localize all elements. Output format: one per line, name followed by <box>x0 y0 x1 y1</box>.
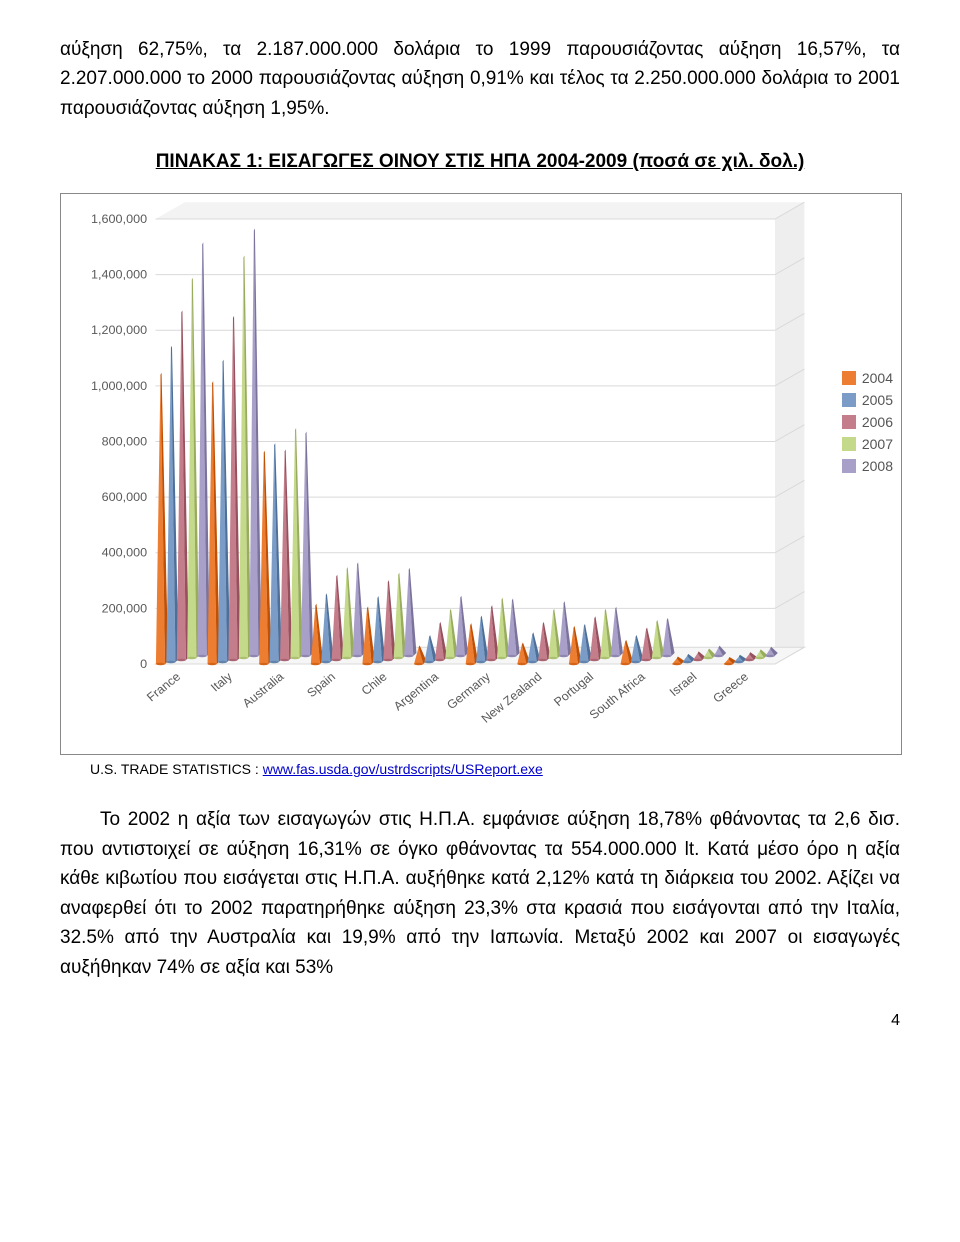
paragraph-2: Το 2002 η αξία των εισαγωγών στις Η.Π.Α.… <box>60 805 900 982</box>
legend-item: 2008 <box>842 458 893 474</box>
svg-text:Spain: Spain <box>304 670 338 700</box>
legend-label: 2005 <box>862 392 893 408</box>
source-prefix: U.S. TRADE STATISTICS : <box>90 761 263 777</box>
svg-text:Germany: Germany <box>444 670 494 713</box>
svg-text:800,000: 800,000 <box>102 435 148 449</box>
svg-text:Portugal: Portugal <box>551 670 596 709</box>
svg-text:400,000: 400,000 <box>102 546 148 560</box>
page-number: 4 <box>60 1012 900 1030</box>
chart-container: 0 200,000 400,000 600,000 800,000 1,000,000 1,… <box>60 193 902 755</box>
legend-label: 2006 <box>862 414 893 430</box>
svg-text:200,000: 200,000 <box>102 602 148 616</box>
legend-label: 2007 <box>862 436 893 452</box>
legend-item: 2004 <box>842 370 893 386</box>
svg-text:1,600,000: 1,600,000 <box>91 213 147 227</box>
legend-item: 2006 <box>842 414 893 430</box>
table-heading: ΠΙΝΑΚΑΣ 1: ΕΙΣΑΓΩΓΕΣ ΟΙΝΟΥ ΣΤΙΣ ΗΠΑ 2004… <box>60 151 900 173</box>
legend-item: 2005 <box>842 392 893 408</box>
svg-text:1,400,000: 1,400,000 <box>91 268 147 282</box>
svg-text:600,000: 600,000 <box>102 491 148 505</box>
legend-swatch <box>842 393 856 407</box>
svg-text:1,200,000: 1,200,000 <box>91 324 147 338</box>
chart-source: U.S. TRADE STATISTICS : www.fas.usda.gov… <box>90 761 900 777</box>
chart-svg: 0 200,000 400,000 600,000 800,000 1,000,000 1,… <box>61 194 901 754</box>
svg-text:Argentina: Argentina <box>391 670 442 714</box>
chart-legend: 2004 2005 2006 2007 2008 <box>842 364 893 480</box>
svg-text:South Africa: South Africa <box>587 670 648 722</box>
svg-text:0: 0 <box>140 658 147 672</box>
legend-swatch <box>842 371 856 385</box>
source-link[interactable]: www.fas.usda.gov/ustrdscripts/USReport.e… <box>263 761 543 777</box>
legend-swatch <box>842 459 856 473</box>
svg-text:Israel: Israel <box>667 670 700 699</box>
svg-text:Chile: Chile <box>359 670 390 698</box>
legend-label: 2008 <box>862 458 893 474</box>
svg-text:France: France <box>144 670 183 705</box>
svg-text:Italy: Italy <box>208 670 236 695</box>
legend-swatch <box>842 415 856 429</box>
svg-text:Australia: Australia <box>240 670 287 711</box>
legend-swatch <box>842 437 856 451</box>
legend-label: 2004 <box>862 370 893 386</box>
paragraph-1: αύξηση 62,75%, τα 2.187.000.000 δολάρια … <box>60 35 900 123</box>
svg-text:1,000,000: 1,000,000 <box>91 379 147 393</box>
legend-item: 2007 <box>842 436 893 452</box>
svg-text:Greece: Greece <box>710 670 751 706</box>
